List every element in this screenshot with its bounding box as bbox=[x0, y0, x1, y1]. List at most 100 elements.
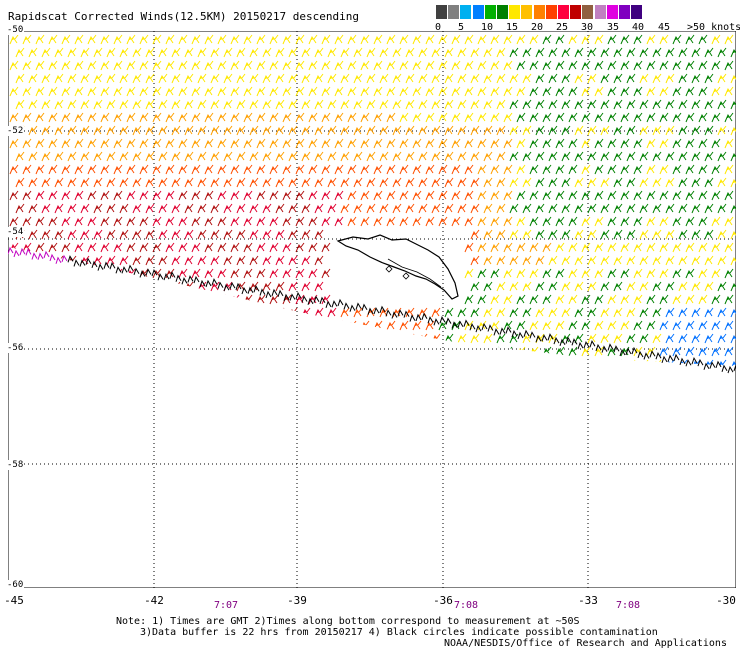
wind-barb bbox=[431, 99, 441, 110]
wind-barb bbox=[22, 242, 32, 253]
wind-barb bbox=[217, 242, 227, 253]
edge-barb bbox=[601, 345, 608, 353]
wind-barb bbox=[607, 138, 617, 149]
wind-barb bbox=[327, 177, 337, 188]
wind-barb bbox=[145, 47, 155, 58]
wind-barb bbox=[374, 373, 382, 382]
wind-barb bbox=[126, 86, 136, 97]
wind-barb bbox=[698, 86, 708, 97]
wind-barb bbox=[197, 203, 207, 214]
wind-barb bbox=[509, 307, 519, 318]
wind-barb bbox=[145, 359, 155, 366]
wind-barb bbox=[607, 190, 617, 201]
wind-barb bbox=[74, 34, 84, 45]
wind-barb bbox=[685, 34, 695, 45]
wind-barb bbox=[386, 346, 396, 357]
wind-barb bbox=[730, 229, 736, 240]
wind-barb bbox=[607, 60, 617, 71]
wind-barb bbox=[399, 60, 409, 71]
wind-barb bbox=[548, 281, 558, 292]
wind-barb bbox=[672, 86, 682, 97]
wind-barb bbox=[457, 359, 467, 366]
wind-barb bbox=[685, 320, 695, 331]
wind-barb bbox=[457, 203, 467, 214]
wind-barb bbox=[522, 333, 532, 344]
wind-barb bbox=[126, 190, 136, 201]
wind-barb bbox=[249, 99, 259, 110]
wind-barb bbox=[652, 47, 662, 58]
wind-barb bbox=[672, 242, 682, 253]
wind-barb bbox=[620, 34, 630, 45]
wind-barb bbox=[158, 177, 168, 188]
wind-barb bbox=[587, 151, 597, 162]
wind-barb bbox=[717, 281, 727, 292]
wind-barb bbox=[217, 112, 227, 123]
edge-barb bbox=[577, 341, 584, 350]
legend-swatch bbox=[619, 5, 630, 19]
wind-barb bbox=[503, 320, 513, 331]
wind-barb bbox=[438, 164, 448, 175]
wind-barb bbox=[392, 73, 402, 84]
wind-barb bbox=[620, 164, 630, 175]
wind-barb bbox=[35, 268, 45, 279]
wind-barb bbox=[503, 164, 513, 175]
wind-barb bbox=[594, 34, 604, 45]
wind-barb bbox=[470, 125, 480, 136]
wind-barb bbox=[646, 320, 656, 331]
wind-barb bbox=[607, 320, 617, 331]
wind-barb bbox=[529, 320, 539, 331]
wind-barb bbox=[678, 47, 688, 58]
wind-barb bbox=[477, 216, 487, 227]
wind-barb bbox=[613, 151, 623, 162]
wind-barb bbox=[275, 99, 285, 110]
wind-barb bbox=[178, 86, 188, 97]
wind-barb bbox=[672, 190, 682, 201]
edge-barb bbox=[145, 268, 152, 276]
wind-barb bbox=[490, 320, 500, 331]
wind-barb bbox=[283, 373, 291, 382]
wind-barb bbox=[223, 359, 233, 366]
wind-barb bbox=[314, 203, 324, 214]
wind-barb bbox=[314, 307, 324, 318]
wind-barb bbox=[457, 307, 467, 318]
wind-barb bbox=[595, 373, 603, 382]
legend-swatch bbox=[472, 5, 484, 19]
wind-barb bbox=[184, 307, 194, 318]
wind-barb bbox=[685, 242, 695, 253]
wind-barb bbox=[295, 34, 305, 45]
wind-barb bbox=[314, 229, 324, 240]
wind-barb bbox=[665, 307, 675, 318]
wind-barb bbox=[386, 216, 396, 227]
edge-barb bbox=[643, 352, 650, 360]
wind-barb bbox=[561, 255, 571, 266]
wind-barb bbox=[646, 268, 656, 279]
wind-barb bbox=[698, 60, 708, 71]
wind-barb bbox=[496, 151, 506, 162]
wind-barb bbox=[48, 320, 58, 331]
edge-barb bbox=[553, 336, 560, 345]
wind-barb bbox=[470, 281, 480, 292]
wind-barb bbox=[217, 34, 227, 45]
wind-barb bbox=[269, 138, 279, 149]
legend-swatch bbox=[497, 5, 508, 19]
wind-barb bbox=[535, 255, 545, 266]
wind-barb bbox=[600, 177, 610, 188]
wind-barb bbox=[496, 255, 506, 266]
wind-barb bbox=[717, 229, 727, 240]
wind-barb bbox=[74, 164, 84, 175]
edge-barb bbox=[727, 365, 734, 374]
wind-barb bbox=[353, 73, 363, 84]
wind-barb bbox=[490, 138, 500, 149]
wind-barb bbox=[509, 229, 519, 240]
wind-barb bbox=[334, 320, 344, 331]
wind-barb bbox=[67, 281, 77, 292]
wind-barb bbox=[399, 346, 409, 357]
wind-barb bbox=[67, 73, 77, 84]
wind-barb bbox=[106, 281, 116, 292]
edge-barb bbox=[697, 358, 704, 367]
wind-barb bbox=[152, 86, 162, 97]
wind-barb bbox=[574, 99, 584, 110]
wind-barb bbox=[308, 60, 318, 71]
wind-barb bbox=[35, 216, 45, 227]
wind-barb bbox=[626, 255, 636, 266]
